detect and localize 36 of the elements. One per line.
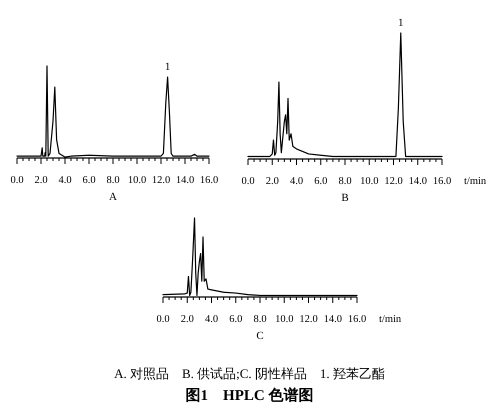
x-tick-label: 6.0: [229, 314, 242, 325]
x-tick-label: 16.0: [348, 314, 366, 325]
x-tick-label: 6.0: [82, 175, 96, 186]
text: A: [109, 191, 118, 203]
text: 图1 HPLC 色谱图: [186, 386, 314, 404]
annotation: 1: [398, 17, 404, 29]
x-tick-label: 2.0: [180, 314, 194, 325]
x-tick-label: 14.0: [408, 176, 427, 187]
x-tick-label: 12.0: [299, 314, 318, 325]
x-tick-label: 0.0: [156, 314, 170, 325]
x-axis-title: t/min: [464, 176, 487, 187]
x-tick-label: 4.0: [58, 175, 72, 186]
x-tick-label: 8.0: [253, 314, 267, 325]
text: C: [256, 330, 264, 342]
x-tick-label: 12.0: [152, 175, 170, 186]
x-tick-label: 4.0: [204, 314, 218, 325]
x-tick-label: 10.0: [275, 314, 294, 325]
x-tick-label: 4.0: [290, 176, 304, 187]
x-tick-label: 8.0: [338, 176, 352, 187]
text: B: [341, 192, 349, 204]
text: A. 对照品 B. 供试品;C. 阴性样品 1. 羟苯乙酯: [114, 366, 385, 381]
x-tick-label: 2.0: [266, 176, 279, 187]
x-tick-label: 16.0: [432, 176, 452, 187]
x-tick-label: 12.0: [384, 176, 403, 187]
x-axis-title: t/min: [379, 314, 402, 325]
x-tick-label: 10.0: [360, 176, 378, 187]
x-tick-label: 16.0: [200, 175, 218, 186]
x-tick-label: 10.0: [128, 175, 146, 186]
x-tick-label: 0.0: [241, 176, 255, 187]
x-tick-label: 14.0: [324, 314, 342, 325]
annotation: 1: [164, 61, 170, 74]
x-tick-label: 0.0: [10, 175, 24, 186]
x-tick-label: 6.0: [314, 176, 328, 187]
x-tick-label: 14.0: [176, 175, 194, 186]
x-tick-label: 2.0: [34, 175, 48, 186]
x-tick-label: 8.0: [106, 175, 120, 186]
